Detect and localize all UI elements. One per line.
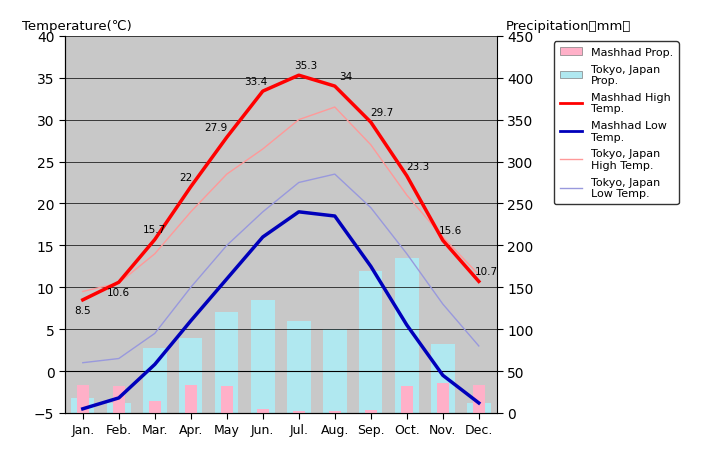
Text: 10.6: 10.6 (107, 288, 130, 298)
Bar (395, 258, 418, 413)
Bar (467, 403, 490, 413)
Bar (113, 386, 125, 413)
Text: 10.7: 10.7 (474, 267, 498, 277)
Text: 22: 22 (179, 172, 192, 182)
Text: Temperature(℃): Temperature(℃) (22, 20, 131, 33)
Text: 33.4: 33.4 (244, 77, 267, 87)
Bar (143, 348, 166, 413)
Bar (401, 386, 413, 413)
Legend: Mashhad Prop., Tokyo, Japan
Prop., Mashhad High
Temp., Mashhad Low
Temp., Tokyo,: Mashhad Prop., Tokyo, Japan Prop., Mashh… (554, 42, 679, 204)
Text: Precipitation（mm）: Precipitation（mm） (505, 20, 631, 33)
Bar (329, 411, 341, 413)
Bar (149, 401, 161, 413)
Bar (107, 403, 130, 413)
Text: 23.3: 23.3 (406, 162, 429, 171)
Bar (287, 321, 310, 413)
Bar (215, 313, 238, 413)
Bar (323, 330, 346, 413)
Text: 15.7: 15.7 (143, 225, 166, 235)
Bar (437, 383, 449, 413)
Text: 8.5: 8.5 (74, 305, 91, 315)
Bar (293, 411, 305, 413)
Bar (473, 386, 485, 413)
Bar (359, 271, 382, 413)
Bar (251, 300, 274, 413)
Bar (185, 385, 197, 413)
Bar (365, 411, 377, 413)
Text: 27.9: 27.9 (204, 123, 228, 133)
Bar (221, 386, 233, 413)
Text: 29.7: 29.7 (370, 108, 393, 118)
Bar (431, 345, 454, 413)
Bar (257, 409, 269, 413)
Bar (77, 385, 89, 413)
Text: 15.6: 15.6 (438, 226, 462, 236)
Text: 35.3: 35.3 (294, 61, 318, 71)
Bar (179, 338, 202, 413)
Bar (71, 398, 94, 413)
Text: 34: 34 (339, 72, 352, 82)
